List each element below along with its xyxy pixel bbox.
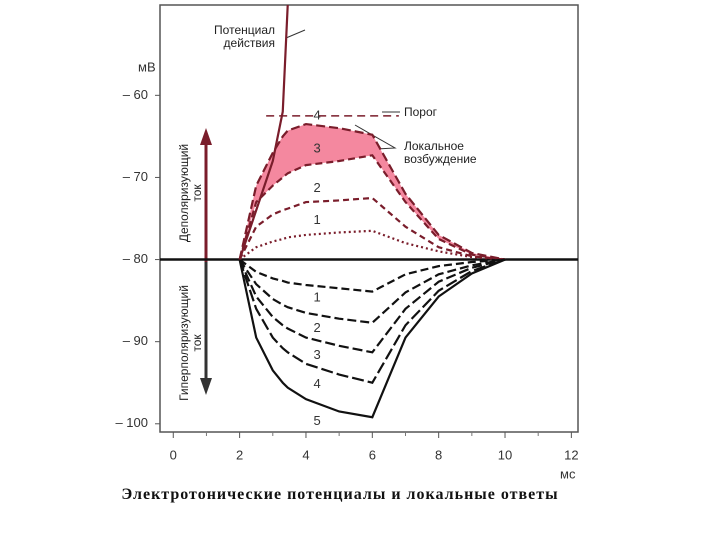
arrow-head bbox=[200, 128, 212, 145]
series-line bbox=[238, 258, 506, 354]
series-line bbox=[238, 258, 506, 324]
x-unit: мс bbox=[560, 466, 576, 481]
x-tick-label: 2 bbox=[236, 447, 243, 462]
series-line bbox=[238, 229, 506, 261]
hyperpolarizing-label: Гиперполяризующий ток bbox=[177, 285, 204, 401]
local-excitation-band bbox=[239, 124, 506, 260]
series-line bbox=[238, 258, 506, 384]
curve-label: 4 bbox=[314, 108, 321, 123]
threshold-label: Порог bbox=[404, 105, 438, 119]
y-tick-label: – 90 bbox=[123, 333, 148, 348]
series-line bbox=[238, 258, 506, 419]
action-potential-label: Потенциал действия bbox=[214, 23, 275, 50]
x-tick-label: 0 bbox=[170, 447, 177, 462]
series-line bbox=[238, 4, 289, 260]
arrow-head bbox=[200, 378, 212, 395]
depolarizing-label: Деполяризующий ток bbox=[177, 143, 204, 243]
series-line bbox=[238, 154, 506, 261]
series-line bbox=[238, 258, 506, 293]
leader-line bbox=[285, 29, 306, 39]
y-tick-label: – 70 bbox=[123, 169, 148, 184]
y-tick-label: – 100 bbox=[115, 415, 148, 430]
x-tick-label: 6 bbox=[369, 447, 376, 462]
curve-label: 5 bbox=[314, 413, 321, 428]
series-line bbox=[238, 122, 506, 261]
y-unit: мВ bbox=[138, 59, 156, 74]
x-tick-label: 4 bbox=[302, 447, 309, 462]
series-line bbox=[238, 196, 506, 261]
curve-label: 3 bbox=[314, 347, 321, 362]
curve-label: 1 bbox=[314, 290, 321, 305]
caption: Электротонические потенциалы и локальные… bbox=[121, 486, 559, 503]
y-tick-label: – 80 bbox=[123, 251, 148, 266]
x-tick-label: 12 bbox=[564, 447, 578, 462]
x-tick-label: 10 bbox=[498, 447, 512, 462]
curve-label: 3 bbox=[314, 140, 321, 155]
plot-frame bbox=[159, 4, 579, 433]
local-excitation-label: Локальное возбуждение bbox=[404, 139, 477, 166]
curve-label: 2 bbox=[314, 180, 321, 195]
curve-label: 1 bbox=[314, 212, 321, 227]
x-tick-label: 8 bbox=[435, 447, 442, 462]
y-tick-label: – 60 bbox=[123, 87, 148, 102]
curve-label: 4 bbox=[314, 376, 321, 391]
curve-label: 2 bbox=[314, 320, 321, 335]
